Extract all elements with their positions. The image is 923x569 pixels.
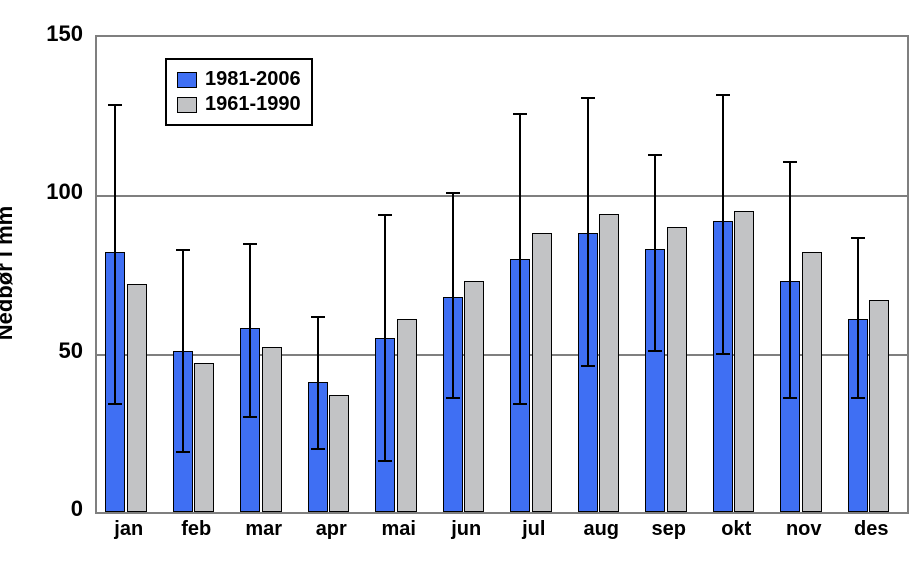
legend-row: 1961-1990	[177, 93, 301, 116]
legend-swatch	[177, 72, 197, 88]
bar-series-b	[599, 214, 619, 512]
x-tick-label: jan	[95, 518, 163, 541]
x-tick-label: aug	[568, 518, 636, 541]
x-tick-label: nov	[770, 518, 838, 541]
y-tick-label: 0	[0, 496, 83, 522]
legend-swatch	[177, 97, 197, 113]
y-tick-label: 100	[0, 179, 83, 205]
bar-series-b	[734, 211, 754, 512]
bar-series-b	[329, 395, 349, 512]
bar-series-b	[667, 227, 687, 512]
y-tick-label: 50	[0, 338, 83, 364]
gridline	[97, 195, 907, 197]
legend-label: 1961-1990	[205, 93, 301, 116]
precipitation-chart: 0 50 100 150 janfebmaraprmaijunjulaugsepokt…	[0, 0, 923, 569]
x-tick-label: mar	[230, 518, 298, 541]
x-tick-label: jun	[433, 518, 501, 541]
y-axis-title: Nedbør i mm	[0, 205, 18, 339]
bar-series-b	[869, 300, 889, 512]
bar-series-b	[194, 363, 214, 512]
legend-row: 1981-2006	[177, 68, 301, 91]
x-tick-label: apr	[298, 518, 366, 541]
bar-series-b	[464, 281, 484, 512]
x-tick-label: des	[838, 518, 906, 541]
bar-series-b	[397, 319, 417, 512]
y-tick-label: 150	[0, 21, 83, 47]
bar-series-b	[532, 233, 552, 512]
bar-series-b	[127, 284, 147, 512]
x-tick-label: jul	[500, 518, 568, 541]
legend: 1981-20061961-1990	[165, 58, 313, 126]
bar-series-b	[802, 252, 822, 512]
x-tick-label: mai	[365, 518, 433, 541]
legend-label: 1981-2006	[205, 68, 301, 91]
bar-series-b	[262, 347, 282, 512]
x-tick-label: okt	[703, 518, 771, 541]
x-tick-label: feb	[163, 518, 231, 541]
x-tick-label: sep	[635, 518, 703, 541]
